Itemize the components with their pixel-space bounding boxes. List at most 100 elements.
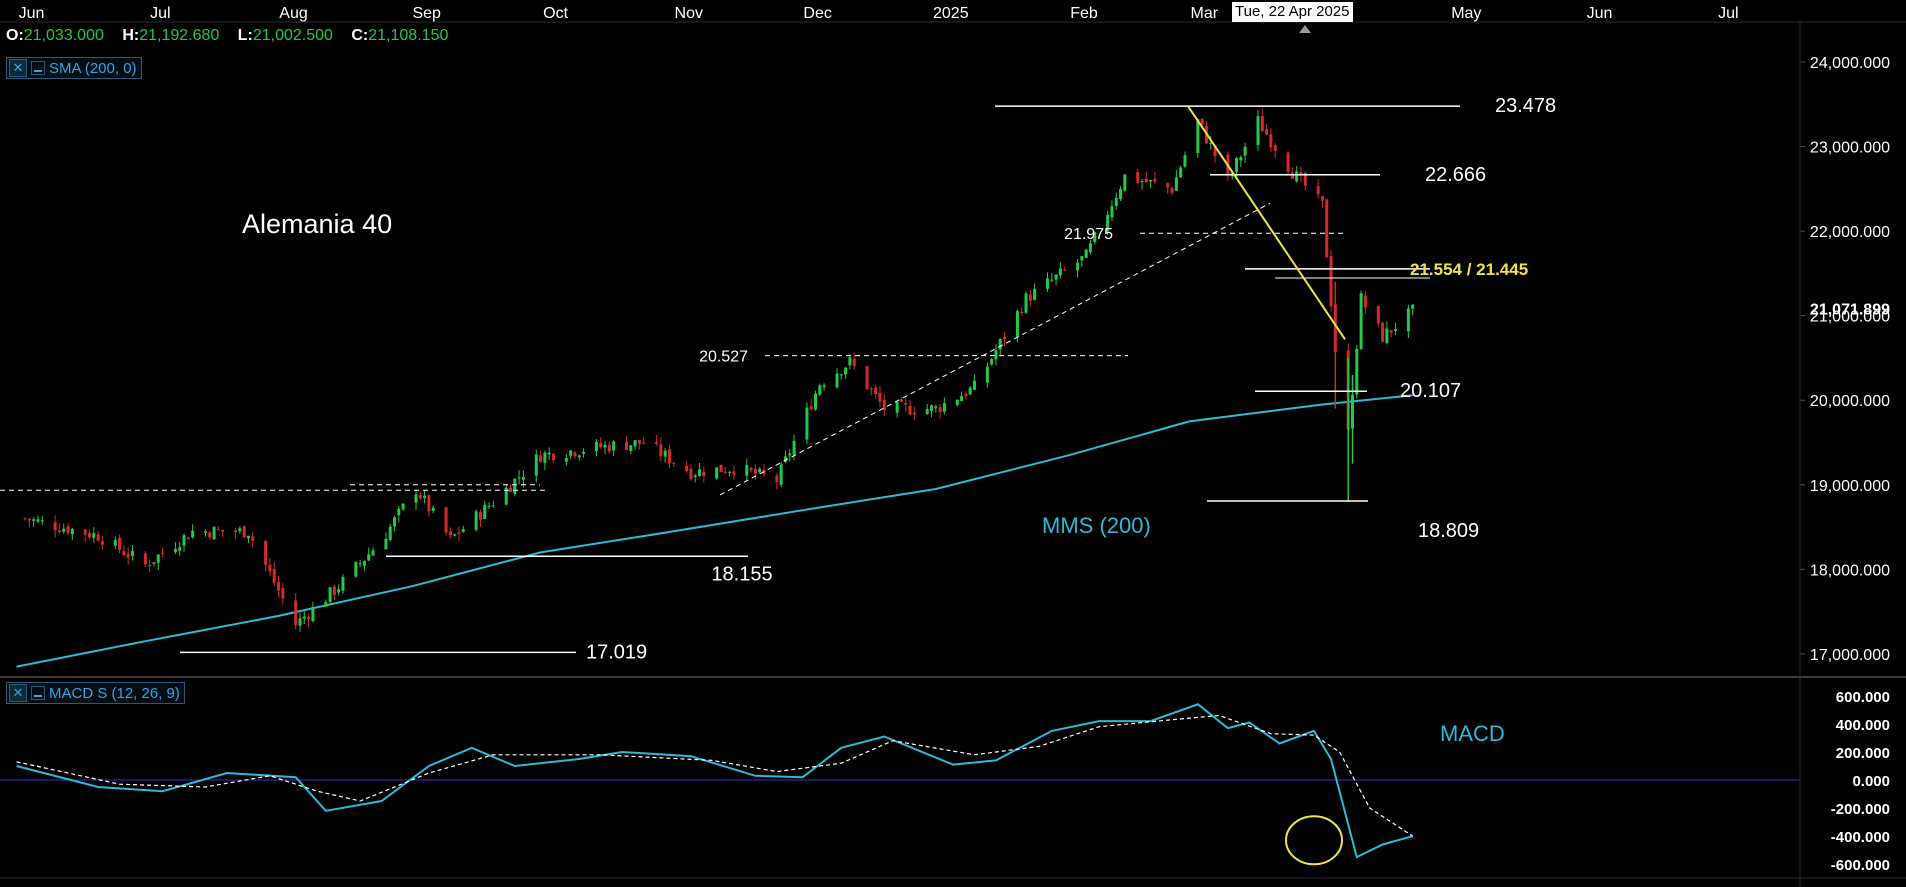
candle-body — [96, 534, 100, 541]
candle-body — [818, 385, 822, 395]
macd-layer — [16, 703, 1414, 866]
candle-body — [88, 532, 92, 538]
remove-indicator-icon[interactable]: ✕ — [9, 684, 27, 702]
candle-body — [1235, 157, 1239, 172]
candle-body — [1213, 145, 1217, 157]
candle-body — [36, 519, 40, 522]
candle-body — [844, 367, 848, 375]
candle-body — [186, 537, 190, 540]
candle-body — [667, 449, 671, 464]
candle-body — [156, 554, 160, 563]
candle-body — [332, 586, 336, 595]
candle-body — [1359, 293, 1363, 350]
candle-body — [337, 589, 341, 593]
candle-body — [1144, 178, 1148, 183]
candle-body — [1363, 295, 1367, 308]
candle-body — [612, 441, 616, 451]
candle-body — [161, 552, 165, 554]
candle-body — [1088, 243, 1092, 253]
candle-body — [848, 357, 852, 366]
low-value: 21,002.500 — [252, 27, 333, 44]
candle-body — [998, 338, 1002, 350]
candle-body — [1093, 232, 1097, 243]
candle-body — [1080, 256, 1084, 261]
month-tick-label: Feb — [1070, 5, 1098, 22]
candle-body — [1325, 199, 1329, 258]
candle-body — [753, 468, 757, 475]
macd-title: MACD — [1440, 721, 1505, 746]
candle-body — [1389, 330, 1393, 333]
open-value: 21,033.000 — [23, 27, 104, 44]
macd-tick-label: 400.000 — [1836, 717, 1890, 734]
candle-body — [423, 495, 427, 498]
candle-body — [487, 506, 491, 508]
candle-body — [397, 508, 401, 516]
candle-body — [788, 453, 792, 456]
candle-body — [418, 495, 422, 499]
candle-body — [629, 445, 633, 452]
candle-body — [625, 441, 629, 450]
sma-200-line — [16, 394, 1413, 668]
candle-body — [1406, 308, 1410, 332]
candle-body — [367, 554, 371, 561]
candle-body — [852, 359, 856, 367]
candle-body — [663, 450, 667, 457]
low-label: L: — [237, 27, 253, 44]
candle-body — [1299, 171, 1303, 175]
candle-body — [1110, 206, 1114, 218]
candle-body — [1046, 278, 1050, 289]
candle-body — [66, 526, 70, 534]
candle-body — [221, 529, 225, 532]
candle-body — [942, 403, 946, 412]
price-tick-label: 24,000.000 — [1810, 55, 1890, 72]
candle-body — [148, 564, 152, 567]
candle-body — [1290, 172, 1294, 179]
candle-body — [1320, 196, 1324, 201]
candle-body — [242, 526, 246, 538]
candle-body — [1033, 288, 1037, 300]
candle-body — [1411, 304, 1415, 309]
month-tick-label: Dec — [803, 5, 831, 22]
candle-body — [1084, 249, 1088, 258]
candle-body — [698, 469, 702, 476]
candle-body — [728, 471, 732, 473]
sma-annotation: MMS (200) — [1042, 513, 1151, 538]
macd-tick-label: 200.000 — [1836, 745, 1890, 762]
candle-body — [268, 564, 272, 572]
candle-body — [444, 507, 448, 533]
candle-body — [1329, 255, 1333, 307]
candle-body — [904, 402, 908, 405]
sma-indicator-chip[interactable]: ✕ SMA (200, 0) — [6, 57, 142, 79]
candle-body — [1119, 188, 1123, 200]
candle-body — [985, 366, 989, 383]
candle-body — [960, 396, 964, 402]
candle-body — [461, 529, 465, 533]
candle-body — [1174, 177, 1178, 191]
month-tick-label: May — [1451, 5, 1481, 22]
candle-body — [814, 393, 818, 410]
high-value: 21,192.680 — [139, 27, 220, 44]
candle-body — [779, 464, 783, 485]
macd-tick-label: -600.000 — [1831, 857, 1890, 874]
minimize-indicator-icon[interactable] — [31, 686, 45, 700]
candle-body — [1076, 262, 1080, 271]
candle-body — [1393, 329, 1397, 331]
candle-body — [1316, 186, 1320, 194]
candle-body — [882, 399, 886, 411]
candle-body — [173, 548, 177, 552]
candle-body — [637, 439, 641, 444]
candle-body — [1376, 306, 1380, 324]
candle-body — [1260, 116, 1264, 132]
candle-body — [655, 442, 659, 444]
candle-body — [92, 533, 96, 538]
macd-line — [16, 703, 1413, 859]
remove-indicator-icon[interactable]: ✕ — [9, 59, 27, 77]
macd-indicator-chip[interactable]: ✕ MACD S (12, 26, 9) — [6, 682, 185, 704]
candle-body — [393, 517, 397, 527]
uptrend-line — [719, 202, 1271, 496]
price-tick-label: 22,000.000 — [1810, 224, 1890, 241]
price-tick-label: 18,000.000 — [1810, 562, 1890, 579]
minimize-indicator-icon[interactable] — [31, 61, 45, 75]
candle-body — [311, 606, 315, 622]
